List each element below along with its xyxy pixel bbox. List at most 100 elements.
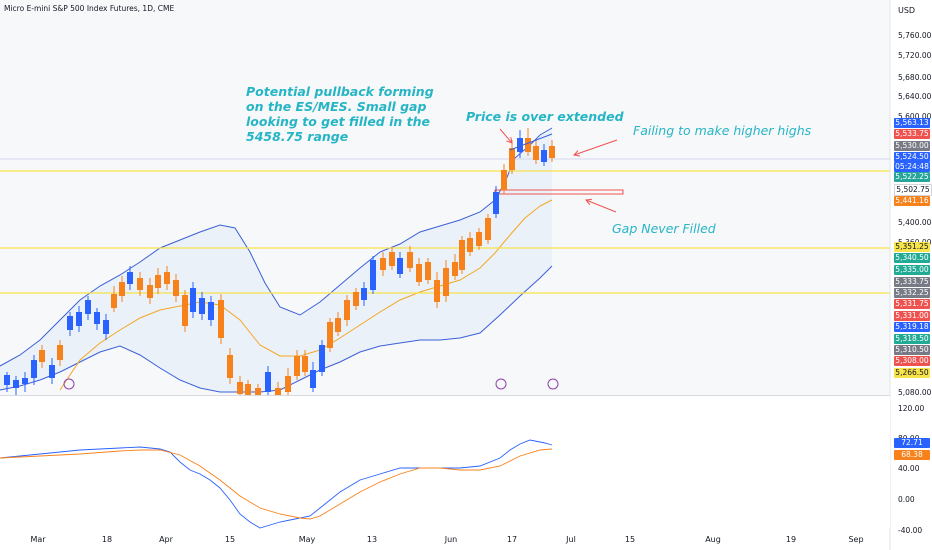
annotation-arrow [499, 128, 513, 144]
time-tick: Jul [566, 535, 576, 544]
price-label: 5,331.75 [894, 299, 930, 309]
candle-body [237, 382, 243, 394]
price-label: 5,563.13 [894, 118, 930, 128]
candle-body [13, 380, 19, 388]
candle-body [218, 300, 224, 338]
candle-body [119, 282, 125, 296]
chart-title: Micro E-mini S&P 500 Index Futures, 1D, … [4, 4, 175, 13]
annotation-pullback[interactable]: Potential pullback forming on the ES/MES… [246, 84, 434, 144]
price-tick: 5,720.00 [898, 51, 932, 60]
candle-body [4, 375, 10, 385]
time-tick: 19 [785, 535, 797, 544]
candle-body [335, 318, 341, 332]
oscillator-tick: 40.00 [898, 464, 920, 473]
price-label: 5,332.25 [894, 288, 930, 298]
candle-body [416, 264, 422, 282]
candle-body [380, 258, 386, 270]
price-label: 5,331.00 [894, 311, 930, 321]
candle-body [31, 360, 37, 378]
oscillator-slow-line [0, 448, 553, 520]
price-label: 5,335.00 [894, 265, 930, 275]
candle-body [173, 280, 179, 296]
time-tick: Sep [848, 535, 864, 544]
time-tick: 15 [624, 535, 636, 544]
time-tick: Apr [159, 535, 173, 544]
price-label: 5,340.50 [894, 253, 930, 263]
candle-body [57, 345, 63, 360]
candle-body [319, 345, 325, 372]
annotation-higher-highs[interactable]: Failing to make higher highs [633, 123, 812, 138]
upper-band [0, 127, 553, 367]
price-label: 5,441.16 [894, 196, 930, 206]
event-marker [63, 378, 75, 390]
event-marker [547, 378, 559, 390]
oscillator-label: 72.71 [894, 438, 930, 448]
arrow-head [506, 137, 513, 144]
candle-body [302, 356, 308, 372]
candle-body [39, 350, 45, 362]
candle-body [227, 355, 233, 378]
oscillator-label: 68.38 [894, 450, 930, 460]
price-label: 5,522.25 [894, 172, 930, 182]
candle-body [425, 262, 431, 280]
price-label: 5,530.00 [894, 141, 930, 151]
currency-label: USD [898, 6, 916, 15]
arrow-head [573, 150, 581, 157]
candle-body [137, 278, 143, 290]
candle-body [85, 300, 91, 314]
annotation-overextended[interactable]: Price is over extended [466, 109, 624, 124]
price-tick: 5,640.00 [898, 92, 932, 101]
price-label: 5,351.25 [894, 242, 930, 252]
candle-body [275, 388, 281, 395]
annotation-gap[interactable]: Gap Never Filled [612, 221, 716, 236]
candle-body [147, 285, 153, 298]
candle-body [294, 356, 300, 376]
candle-body [208, 302, 214, 320]
price-tick: 5,680.00 [898, 73, 932, 82]
trend-line [509, 133, 553, 151]
candle-body [476, 232, 482, 246]
candle-body [155, 275, 161, 288]
candle-body [533, 146, 539, 160]
candle-body [265, 372, 271, 392]
time-tick: Aug [705, 535, 721, 544]
time-tick: Mar [30, 535, 46, 544]
candle-body [525, 138, 531, 152]
candle-body [22, 378, 28, 384]
time-tick: Jun [444, 535, 458, 544]
candle-body [397, 258, 403, 274]
price-label: 5,533.75 [894, 129, 930, 139]
price-label: 5,502.75 [894, 184, 932, 196]
price-label: 5,308.00 [894, 356, 930, 366]
candle-body [182, 295, 188, 326]
candle-body [549, 146, 555, 158]
price-label: 5,333.75 [894, 277, 930, 287]
candle-body [443, 268, 449, 296]
candle-body [255, 388, 261, 395]
time-tick: 18 [101, 535, 113, 544]
arrow-head [585, 198, 593, 205]
candle-body [361, 288, 367, 300]
band-fill [0, 128, 552, 392]
candle-body [49, 365, 55, 378]
event-marker [495, 378, 507, 390]
time-tick: 13 [366, 535, 378, 544]
candle-body [517, 138, 523, 152]
price-tick: 5,600.00 [898, 112, 932, 121]
candle-body [344, 300, 350, 320]
candle-body [111, 294, 117, 308]
candle-body [327, 322, 333, 348]
candle-body [127, 272, 133, 284]
price-tick: 5,080.00 [898, 388, 932, 397]
candle-body [190, 288, 196, 312]
candle-body [485, 218, 491, 240]
price-label: 5,524.50 [894, 152, 930, 162]
candle-body [245, 384, 251, 395]
time-tick: May [298, 535, 316, 544]
candle-body [285, 376, 291, 392]
candle-body [370, 260, 376, 290]
candle-body [501, 170, 507, 190]
price-label: 05:24:48 [894, 162, 930, 172]
price-label: 5,318.50 [894, 334, 930, 344]
